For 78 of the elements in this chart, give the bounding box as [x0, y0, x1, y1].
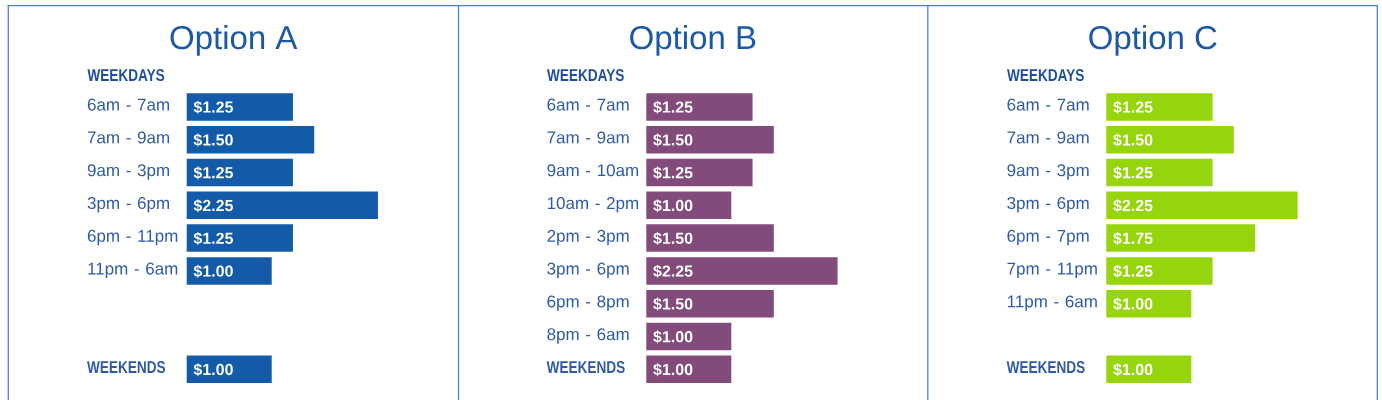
- data-label: $2.25: [193, 199, 233, 213]
- data-label: $1.00: [1113, 297, 1153, 311]
- data-label: $1.25: [1113, 264, 1153, 278]
- bar: [646, 93, 753, 121]
- bar: [646, 355, 732, 384]
- bar: [1106, 158, 1213, 187]
- y-tick-label: 7am - 9am: [87, 131, 170, 144]
- y-tick-label: WEEKENDS: [87, 361, 166, 374]
- y-tick-label: 6pm - 11pm: [87, 229, 178, 246]
- chart-subtitle: WEEKDAYS: [87, 69, 165, 82]
- data-label: $2.25: [1113, 199, 1153, 213]
- data-label: $2.25: [653, 264, 693, 278]
- y-tick-label: WEEKENDS: [1006, 361, 1085, 374]
- data-label: $1.00: [653, 330, 693, 344]
- bar: [186, 224, 293, 252]
- data-label: $1.50: [653, 231, 693, 245]
- y-tick-label: 6pm - 8pm: [547, 295, 629, 311]
- y-tick-label: 9am - 3pm: [1007, 164, 1089, 180]
- chart-title: Option C: [1089, 25, 1217, 56]
- chart-subtitle: WEEKDAYS: [1007, 69, 1084, 82]
- y-tick-label: 6am - 7am: [1007, 98, 1089, 111]
- y-tick-label: 9am - 3pm: [87, 164, 170, 180]
- data-label: $1.00: [653, 363, 693, 377]
- y-tick-label: 3pm - 6pm: [87, 197, 170, 213]
- bar: [646, 322, 732, 351]
- data-label: $1.25: [1113, 166, 1153, 180]
- data-label: $1.50: [193, 133, 233, 147]
- y-tick-label: 3pm - 6pm: [547, 262, 629, 279]
- bar: [186, 355, 272, 384]
- data-label: $1.00: [193, 264, 233, 278]
- bar: [646, 125, 774, 154]
- data-label: $1.50: [653, 133, 693, 147]
- data-label: $1.25: [193, 100, 233, 114]
- data-label: $1.00: [653, 199, 693, 213]
- bar: [646, 158, 753, 187]
- bar: [646, 257, 838, 285]
- bar: [1106, 289, 1192, 318]
- y-tick-label: 10am - 2pm: [547, 197, 639, 213]
- data-label: $1.50: [1113, 133, 1153, 147]
- bar: [186, 257, 272, 285]
- data-label: $1.25: [193, 231, 233, 245]
- y-tick-label: 7pm - 11pm: [1007, 262, 1097, 279]
- y-tick-label: 3pm - 6pm: [1007, 197, 1089, 213]
- y-tick-label: 11pm - 6am: [88, 262, 178, 279]
- bar: [186, 158, 293, 187]
- bar: [1106, 355, 1192, 384]
- bar: [1106, 93, 1213, 121]
- data-label: $1.25: [1113, 100, 1153, 114]
- bar: [186, 191, 378, 220]
- bar: [1106, 257, 1213, 285]
- data-label: $1.00: [193, 363, 233, 377]
- chart-title: Option A: [170, 25, 298, 56]
- y-tick-label: 11pm - 6am: [1007, 295, 1097, 311]
- chart-title: Option B: [630, 25, 756, 56]
- data-label: $1.25: [193, 166, 233, 180]
- chart-subtitle: WEEKDAYS: [547, 69, 624, 82]
- data-label: $1.00: [1113, 363, 1153, 377]
- data-label: $1.50: [653, 297, 693, 311]
- y-tick-label: 9am - 10am: [547, 164, 639, 177]
- y-tick-label: 6am - 7am: [87, 98, 170, 111]
- y-tick-label: 8pm - 6am: [547, 328, 629, 344]
- bar: [646, 289, 774, 318]
- y-tick-label: WEEKENDS: [546, 361, 625, 374]
- bar: [1106, 125, 1234, 154]
- bar: [646, 224, 774, 252]
- y-tick-label: 7am - 9am: [1007, 131, 1089, 144]
- data-label: $1.75: [1113, 231, 1153, 245]
- y-tick-label: 6pm - 7pm: [1007, 229, 1089, 246]
- y-tick-label: 2pm - 3pm: [547, 229, 629, 246]
- bar: [186, 93, 293, 121]
- bar: [1106, 191, 1298, 220]
- data-label: $1.25: [653, 166, 693, 180]
- bar: [646, 191, 732, 220]
- y-tick-label: 6am - 7am: [547, 98, 629, 111]
- data-label: $1.25: [653, 100, 693, 114]
- bar: [186, 125, 315, 154]
- y-tick-label: 7am - 9am: [547, 131, 629, 144]
- bar: [1106, 224, 1256, 252]
